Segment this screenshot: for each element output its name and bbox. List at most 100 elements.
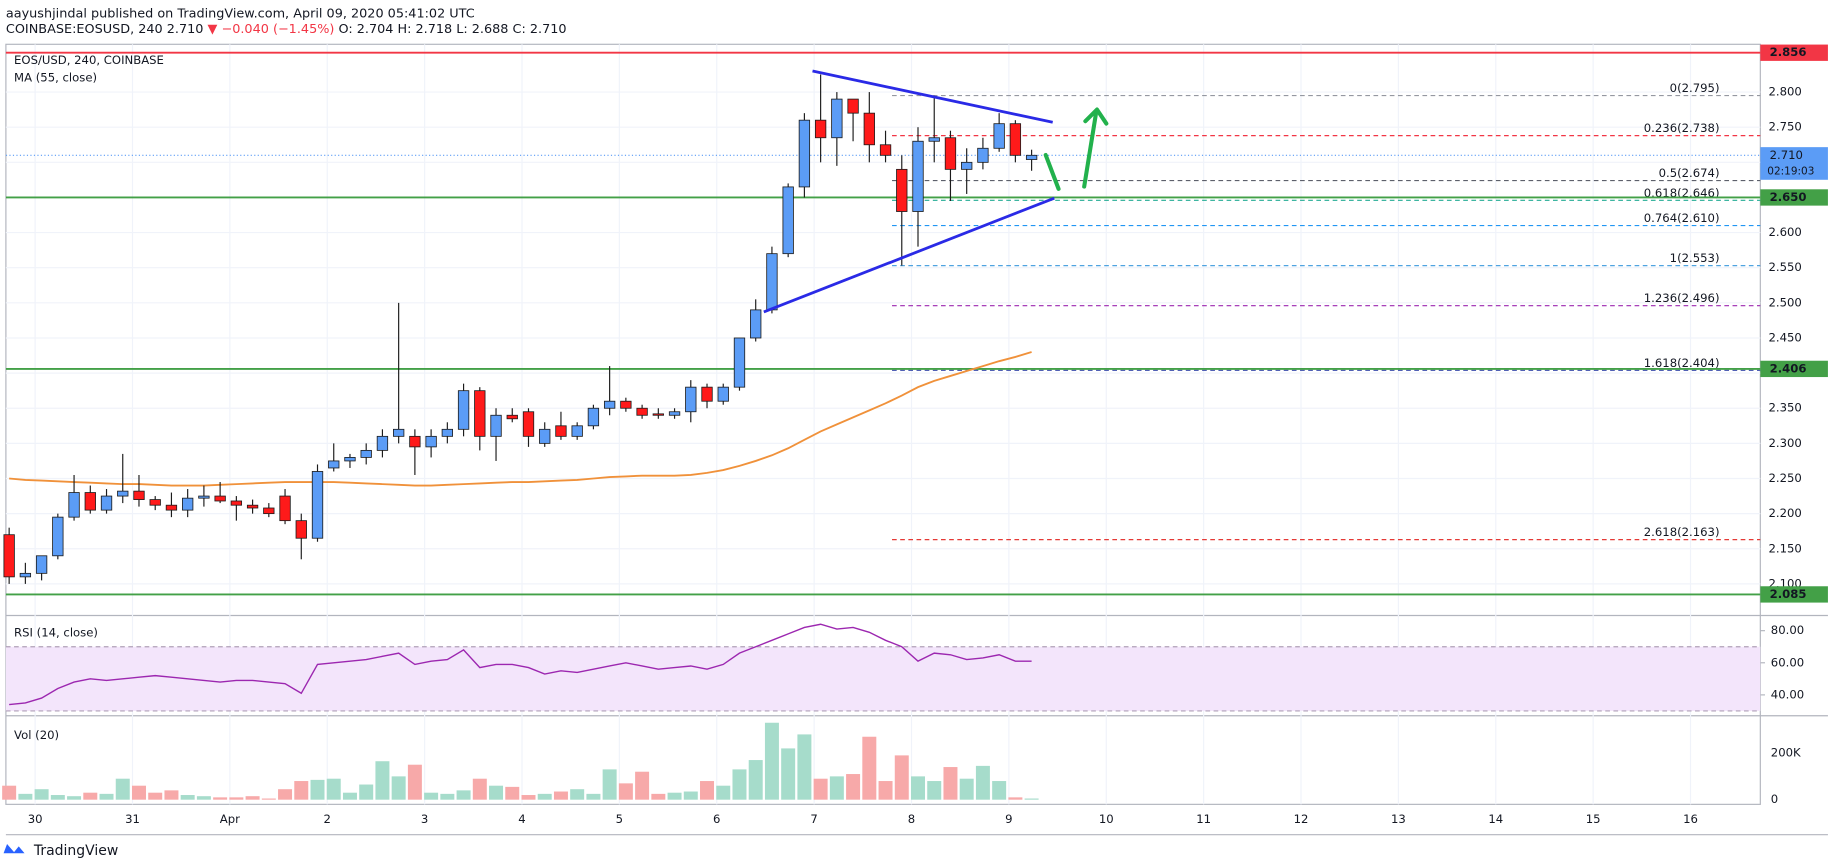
fib-label: 0.764(2.610) [1644,211,1720,225]
candle-body [84,492,96,511]
y-tick-label: 60.00 [1771,655,1804,669]
fib-label: 1(2.553) [1670,251,1720,265]
volume-bar [34,789,49,800]
volume-bar [148,792,163,800]
fib-label: 1.236(2.496) [1644,291,1720,305]
x-tick-label: 9 [1005,812,1012,826]
volume-bar [992,781,1007,800]
candle-body [701,386,713,402]
candle-body [506,414,518,420]
volume-bar [1024,798,1039,800]
candle-body [733,337,746,388]
volume-bar [391,776,406,800]
moving-average [9,351,1032,487]
volume-bar [732,769,747,800]
price-tag-label: 2.650 [1770,190,1807,204]
candle-body [263,507,275,515]
volume-bar [83,792,98,800]
y-tick-label: 2.200 [1768,506,1801,520]
candle-body [198,495,210,499]
footer: TradingView [33,843,118,859]
volume-bar [829,776,844,800]
volume-bar [521,795,536,800]
volume-bar [245,796,260,800]
volume-bar [342,792,357,800]
candle-body [344,457,356,462]
x-tick-label: 30 [28,812,43,826]
candle-body [993,123,1005,149]
volume-bar [131,785,146,800]
x-tick-label: 11 [1196,812,1211,826]
candle-body [393,428,405,437]
volume-bar [683,791,698,800]
volume-bar [570,789,585,800]
candle-body [100,495,113,511]
volume-bar [115,778,130,800]
candle-body [652,413,664,416]
candle-body [182,497,194,511]
volume-bar [927,781,942,800]
volume-bar [537,793,552,800]
y-tick-label: 2.750 [1768,120,1801,134]
x-tick-label: 16 [1683,812,1698,826]
candle-body [474,390,486,437]
logo [3,843,25,854]
candle-body [668,411,681,416]
volume-bar [489,785,504,800]
candle-body [587,407,600,427]
candle-body [685,386,697,413]
candle-body [457,390,470,430]
volume-bar [99,793,114,800]
x-tick-label: 12 [1294,812,1309,826]
x-tick-label: 5 [616,812,623,826]
last-price-tag [1760,147,1828,180]
volume-bar [586,793,601,800]
ohlc: O: 2.704 H: 2.718 L: 2.688 C: 2.710 [338,22,566,37]
volume-bar [862,736,877,800]
volume-bar [229,797,244,800]
fib-label: 2.618(2.163) [1644,525,1720,539]
y-tick-label: 2.150 [1768,541,1801,555]
volume-bar [764,722,779,800]
author-line: aayushjindal published on TradingView.co… [6,6,475,21]
drawing-arrow [1082,112,1098,189]
rsi-band [5,646,1761,711]
candle-body [35,555,48,574]
volume-bar [375,761,390,800]
x-tick-label: 6 [713,812,720,826]
x-tick-label: 31 [125,812,140,826]
symbol: COINBASE:EOSUSD, 240 [6,22,163,37]
x-tick-label: 7 [810,812,817,826]
volume-bar [846,774,861,800]
panel-title: RSI (14, close) [14,625,98,639]
candle-body [814,119,827,139]
candle-body [896,168,908,212]
volume-bar [2,785,17,800]
layers: 30 31 Apr 2 3 4 5 6 7 8 9 10 11 12 13 14 15 162.1002.1502… [2,44,1828,826]
y-tick-label: 40.00 [1771,687,1804,701]
x-tick-label: 13 [1391,812,1406,826]
legend-entry: MA (55, close) [14,71,97,85]
rsi-line [9,623,1032,706]
candle-body [279,495,291,522]
candle-body [441,428,453,437]
price-tag [1760,189,1828,206]
volume-bar [797,734,812,800]
volume-bar [472,778,487,800]
y-tick-label: 2.250 [1768,471,1801,485]
candle-body [19,572,32,578]
candle-body [620,400,632,409]
candle-body [328,460,340,469]
y-tick-label: 2.350 [1768,401,1801,415]
price-tag [1760,360,1828,378]
x-tick-label: 4 [518,812,525,826]
y-tick-label: 200K [1771,746,1801,760]
drawing-arrow [1043,153,1061,191]
volume-bar [18,793,33,800]
volume-bar [310,779,325,800]
volume-bar [959,778,974,800]
price-tag-label: 2.856 [1770,45,1807,59]
volume-bar [180,795,195,800]
fib-label: 0.236(2.738) [1644,121,1720,135]
